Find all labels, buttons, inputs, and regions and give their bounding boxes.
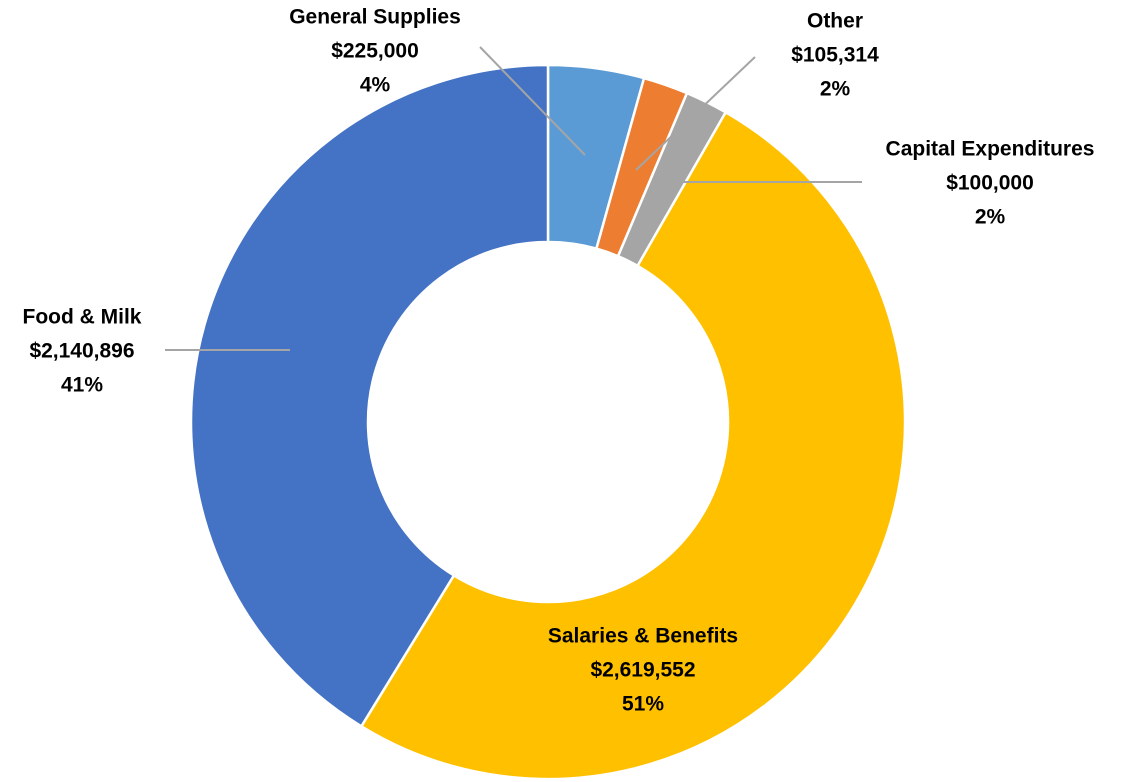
percent-label: 51%	[622, 693, 664, 716]
percent-label: 4%	[360, 74, 391, 97]
category-label: Capital Expenditures	[886, 138, 1095, 161]
leader-line	[479, 46, 586, 156]
labels: General Supplies $225,000 4% Other $105,314 2…	[23, 6, 1095, 716]
value-label: $2,140,896	[29, 340, 134, 363]
donut	[189, 63, 907, 781]
category-label: Other	[807, 10, 863, 33]
slice	[359, 110, 907, 781]
category-label: General Supplies	[289, 6, 461, 29]
value-label: $100,000	[946, 172, 1034, 195]
category-label: Food & Milk	[23, 306, 142, 329]
percent-label: 2%	[975, 206, 1006, 229]
value-label: $225,000	[331, 40, 419, 63]
value-label: $2,619,552	[590, 659, 695, 682]
value-label: $105,314	[791, 44, 879, 67]
leader-line	[635, 56, 756, 171]
slice	[189, 63, 550, 729]
category-label: Salaries & Benefits	[548, 625, 738, 648]
percent-label: 41%	[61, 374, 103, 397]
percent-label: 2%	[820, 78, 851, 101]
